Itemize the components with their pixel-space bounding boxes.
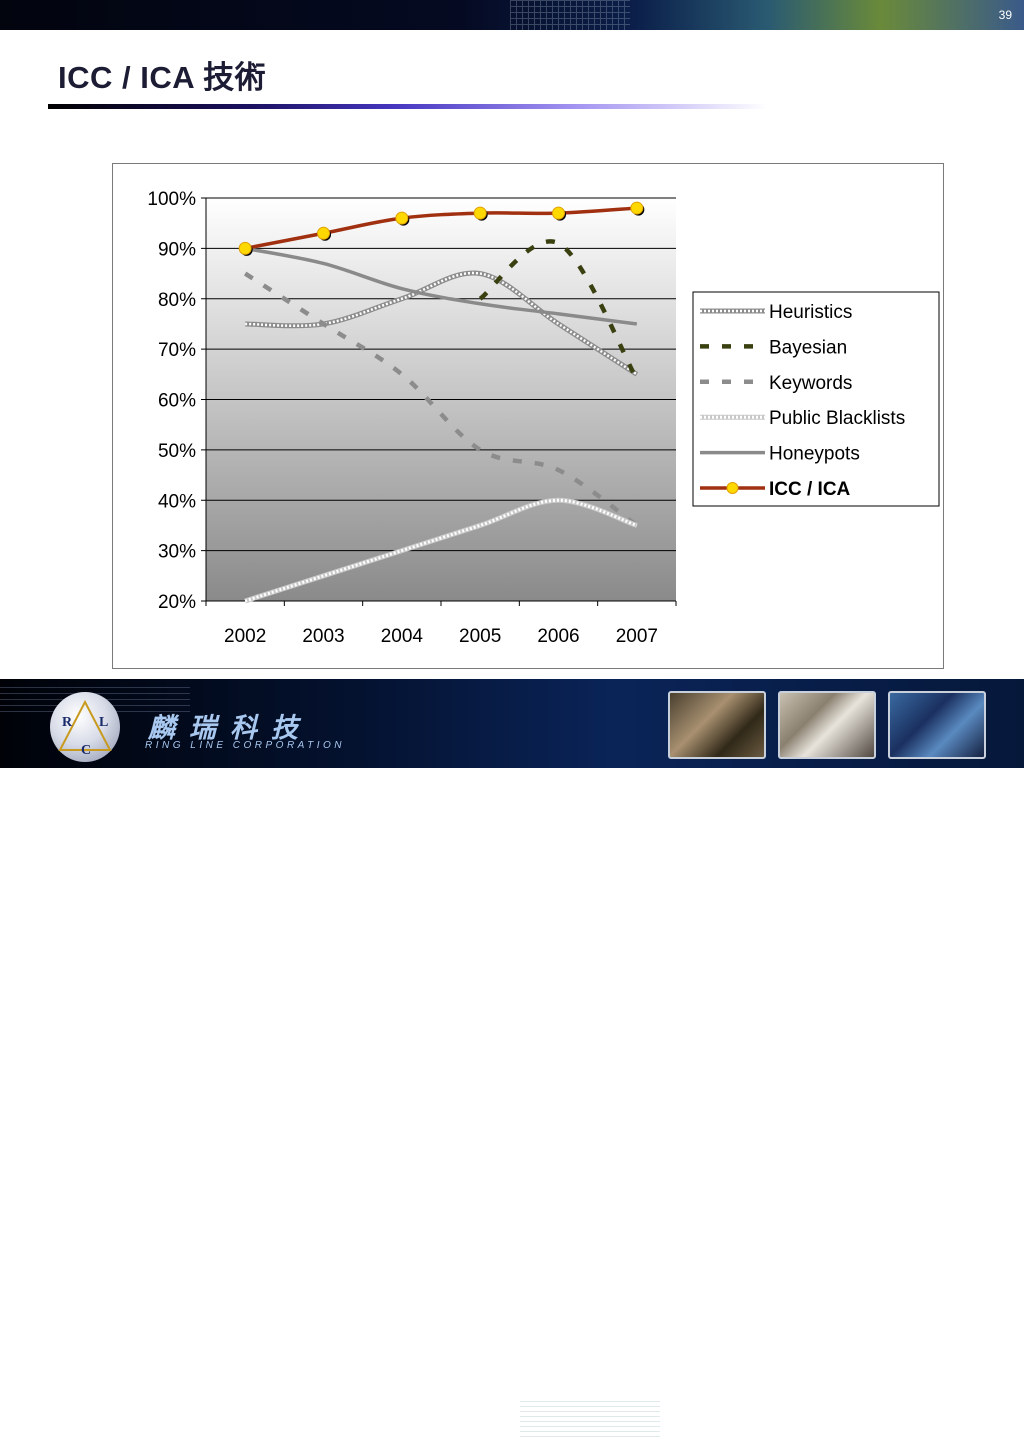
data-point-icc-ica <box>473 206 487 220</box>
y-tick-label: 90% <box>158 239 196 260</box>
page-number: 39 <box>998 8 1012 22</box>
series-line-public-blacklists <box>244 498 638 603</box>
y-tick-label: 100% <box>147 189 196 210</box>
photo-presentation <box>778 691 876 759</box>
slide-title: ICC / ICA 技術 <box>58 60 267 95</box>
series-line-icc-ica <box>244 206 637 251</box>
data-point-icc-ica <box>552 206 565 220</box>
title-underline <box>48 104 768 109</box>
data-point-icc-ica <box>630 201 644 215</box>
y-tick-label: 80% <box>158 290 196 311</box>
series-line-bayesian <box>478 239 639 381</box>
chart-frame: 20% 30% 40% 50% 60% 70% 80% 90% 100% 2002 2003 2004… <box>112 163 944 669</box>
x-tick-label: 2005 <box>459 626 501 647</box>
x-tick-label: 2002 <box>224 626 266 647</box>
logo-letter-l: L <box>99 715 109 730</box>
photo-technology <box>888 691 986 759</box>
legend-label-heuristics: Heuristics <box>769 302 852 323</box>
company-name-chinese: 麟瑞科技 <box>148 713 312 744</box>
photo-meeting-people <box>668 691 766 759</box>
x-tick-label: 2006 <box>537 626 579 647</box>
y-tick-label: 40% <box>158 491 196 512</box>
logo-letter-r: R <box>62 715 73 730</box>
data-point-icc-ica <box>317 226 330 240</box>
banner-grid-pattern <box>510 0 630 30</box>
line-chart: 20% 30% 40% 50% 60% 70% 80% 90% 100% 2002 2003 2004… <box>147 189 940 647</box>
y-tick-label: 70% <box>158 340 196 361</box>
x-tick-label: 2003 <box>302 626 344 647</box>
legend-label-keywords: Keywords <box>769 373 852 394</box>
top-banner: 39 <box>0 0 1024 30</box>
data-point-icc-ica <box>395 211 409 225</box>
legend-box <box>692 291 940 507</box>
legend-label-icc-ica: ICC / ICA <box>769 479 851 500</box>
y-tick-label: 60% <box>158 391 196 412</box>
logo-letter-c: C <box>81 743 92 758</box>
data-point-icc-ica <box>238 241 252 255</box>
legend-label-honeypots: Honeypots <box>769 444 860 465</box>
x-tick-label: 2007 <box>616 626 658 647</box>
x-tick-label: 2004 <box>381 626 424 647</box>
series-line-keywords <box>243 271 639 528</box>
company-name-english: RING LINE CORPORATION <box>145 740 345 751</box>
series-line-honeypots <box>244 246 638 326</box>
legend-label-bayesian: Bayesian <box>769 337 847 358</box>
y-tick-label: 20% <box>158 592 196 613</box>
logo-triangle-icon <box>58 699 112 751</box>
banner-texture <box>520 1401 660 1441</box>
legend-label-public-blacklists: Public Blacklists <box>769 408 905 429</box>
y-tick-label: 30% <box>158 542 196 563</box>
legend-marker <box>726 482 739 494</box>
y-tick-label: 50% <box>158 441 196 462</box>
